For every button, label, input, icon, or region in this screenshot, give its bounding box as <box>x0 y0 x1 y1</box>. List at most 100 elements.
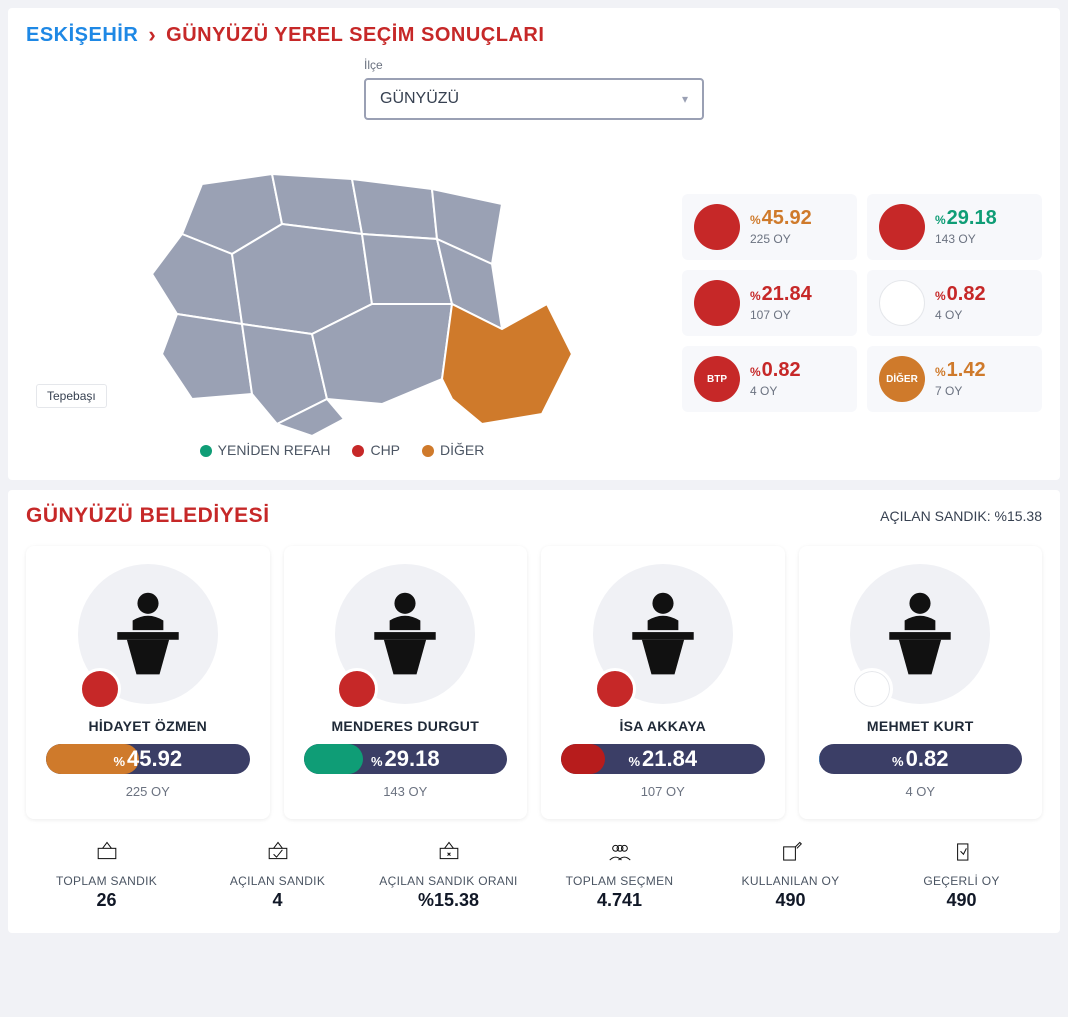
district-select[interactable]: GÜNYÜZÜ ▾ <box>364 78 704 120</box>
party-votes: 143 OY <box>935 232 997 246</box>
candidate-name: İSA AKKAYA <box>561 718 765 734</box>
party-info: %21.84107 OY <box>750 284 812 322</box>
map-column: Tepebaşı YENİDEN REFAH CHP DİĞER <box>26 144 658 458</box>
party-logo-icon <box>694 204 740 250</box>
candidate-votes: 107 OY <box>561 784 765 799</box>
stat-label: KULLANILAN OY <box>710 874 871 888</box>
stat-value: 490 <box>710 890 871 911</box>
party-logo-icon <box>694 280 740 326</box>
candidate-card[interactable]: HİDAYET ÖZMEN%45.92225 OY <box>26 546 270 819</box>
legend-dot-icon <box>422 445 434 457</box>
party-info: %45.92 225 OY <box>750 208 812 246</box>
map-legend: YENİDEN REFAH CHP DİĞER <box>200 442 485 458</box>
party-info: %0.82 4 OY <box>750 360 801 398</box>
party-info: %29.18 143 OY <box>935 208 997 246</box>
candidate-percent-bar: %45.92 <box>46 744 250 774</box>
stat-label: TOPLAM SEÇMEN <box>539 874 700 888</box>
party-votes: 7 OY <box>935 384 986 398</box>
party-result-box[interactable]: %21.84107 OY <box>682 270 857 336</box>
candidate-percent-value: %0.82 <box>892 746 948 772</box>
district-select-label: İlçe <box>364 58 704 72</box>
candidate-photo <box>593 564 733 704</box>
legend-item: YENİDEN REFAH <box>200 442 331 458</box>
legend-item: CHP <box>352 442 400 458</box>
party-logo-icon <box>879 204 925 250</box>
party-result-box[interactable]: DİĞER%1.427 OY <box>867 346 1042 412</box>
district-map[interactable] <box>82 144 602 444</box>
party-percent: %45.92 <box>750 208 812 228</box>
candidate-card[interactable]: İSA AKKAYA %21.84 107 OY <box>541 546 785 819</box>
legend-item: DİĞER <box>422 442 484 458</box>
candidate-percent-value: %45.92 <box>113 746 182 772</box>
party-info: %1.427 OY <box>935 360 986 398</box>
legend-label: YENİDEN REFAH <box>218 442 331 458</box>
candidate-card[interactable]: MEHMET KURT%0.824 OY <box>799 546 1043 819</box>
candidate-party-badge-icon <box>79 668 121 710</box>
stat-value: %15.38 <box>368 890 529 911</box>
stat-label: AÇILAN SANDIK ORANI <box>368 874 529 888</box>
party-votes: 4 OY <box>750 384 801 398</box>
candidate-photo <box>78 564 218 704</box>
stat-label: TOPLAM SANDIK <box>26 874 187 888</box>
party-results-grid: %45.92 225 OY %29.18 143 OY %21.84107 OY %0.8… <box>682 194 1042 412</box>
legend-label: DİĞER <box>440 442 484 458</box>
party-result-box[interactable]: %45.92 225 OY <box>682 194 857 260</box>
caret-down-icon: ▾ <box>682 92 688 106</box>
candidate-votes: 4 OY <box>819 784 1023 799</box>
legend-label: CHP <box>370 442 400 458</box>
stat-item: TOPLAM SEÇMEN 4.741 <box>539 841 700 911</box>
stat-value: 4.741 <box>539 890 700 911</box>
candidate-photo <box>335 564 475 704</box>
candidate-name: MENDERES DURGUT <box>304 718 508 734</box>
municipality-title: GÜNYÜZÜ BELEDİYESİ <box>26 504 270 528</box>
open-ballot-label: AÇILAN SANDIK: %15.38 <box>880 508 1042 524</box>
candidate-percent-fill <box>561 744 605 774</box>
stats-row: TOPLAM SANDIK26AÇILAN SANDIK4AÇILAN SAND… <box>26 841 1042 911</box>
candidate-percent-value: %21.84 <box>628 746 697 772</box>
stat-item: AÇILAN SANDIK4 <box>197 841 358 911</box>
party-percent: %21.84 <box>750 284 812 304</box>
stat-icon <box>710 841 871 874</box>
stat-value: 4 <box>197 890 358 911</box>
party-votes: 225 OY <box>750 232 812 246</box>
candidate-card[interactable]: MENDERES DURGUT %29.18 143 OY <box>284 546 528 819</box>
stat-value: 490 <box>881 890 1042 911</box>
party-result-box[interactable]: %29.18 143 OY <box>867 194 1042 260</box>
party-info: %0.82 4 OY <box>935 284 986 322</box>
party-percent: %0.82 <box>935 284 986 304</box>
stat-icon <box>197 841 358 874</box>
candidate-party-badge-icon <box>851 668 893 710</box>
stat-icon <box>26 841 187 874</box>
party-percent: %0.82 <box>750 360 801 380</box>
party-votes: 4 OY <box>935 308 986 322</box>
candidate-percent-value: %29.18 <box>371 746 440 772</box>
page-title: GÜNYÜZÜ YEREL SEÇİM SONUÇLARI <box>166 24 544 47</box>
chevron-right-icon: › <box>148 22 156 48</box>
candidate-percent-fill <box>819 744 821 774</box>
province-link[interactable]: ESKİŞEHİR <box>26 24 138 47</box>
overview-panel: ESKİŞEHİR › GÜNYÜZÜ YEREL SEÇİM SONUÇLAR… <box>8 8 1060 480</box>
candidates-row: HİDAYET ÖZMEN%45.92225 OYMENDERES DURGUT… <box>26 546 1042 819</box>
stat-icon <box>368 841 529 874</box>
candidate-percent-fill <box>304 744 363 774</box>
legend-dot-icon <box>352 445 364 457</box>
party-logo-icon <box>879 280 925 326</box>
candidate-percent-bar: %0.82 <box>819 744 1023 774</box>
stat-item: GEÇERLİ OY 490 <box>881 841 1042 911</box>
stat-item: KULLANILAN OY 490 <box>710 841 871 911</box>
stat-item: AÇILAN SANDIK ORANI %15.38 <box>368 841 529 911</box>
candidate-percent-bar: %29.18 <box>304 744 508 774</box>
candidate-votes: 143 OY <box>304 784 508 799</box>
stat-icon <box>539 841 700 874</box>
candidate-name: HİDAYET ÖZMEN <box>46 718 250 734</box>
party-result-box[interactable]: BTP%0.824 OY <box>682 346 857 412</box>
stat-icon <box>881 841 1042 874</box>
legend-dot-icon <box>200 445 212 457</box>
district-selector-wrap: İlçe GÜNYÜZÜ ▾ <box>26 58 1042 120</box>
party-result-box[interactable]: %0.82 4 OY <box>867 270 1042 336</box>
candidate-percent-bar: %21.84 <box>561 744 765 774</box>
map-region-tooltip: Tepebaşı <box>36 384 107 408</box>
party-percent: %29.18 <box>935 208 997 228</box>
stat-label: GEÇERLİ OY <box>881 874 1042 888</box>
breadcrumb: ESKİŞEHİR › GÜNYÜZÜ YEREL SEÇİM SONUÇLAR… <box>26 22 1042 48</box>
